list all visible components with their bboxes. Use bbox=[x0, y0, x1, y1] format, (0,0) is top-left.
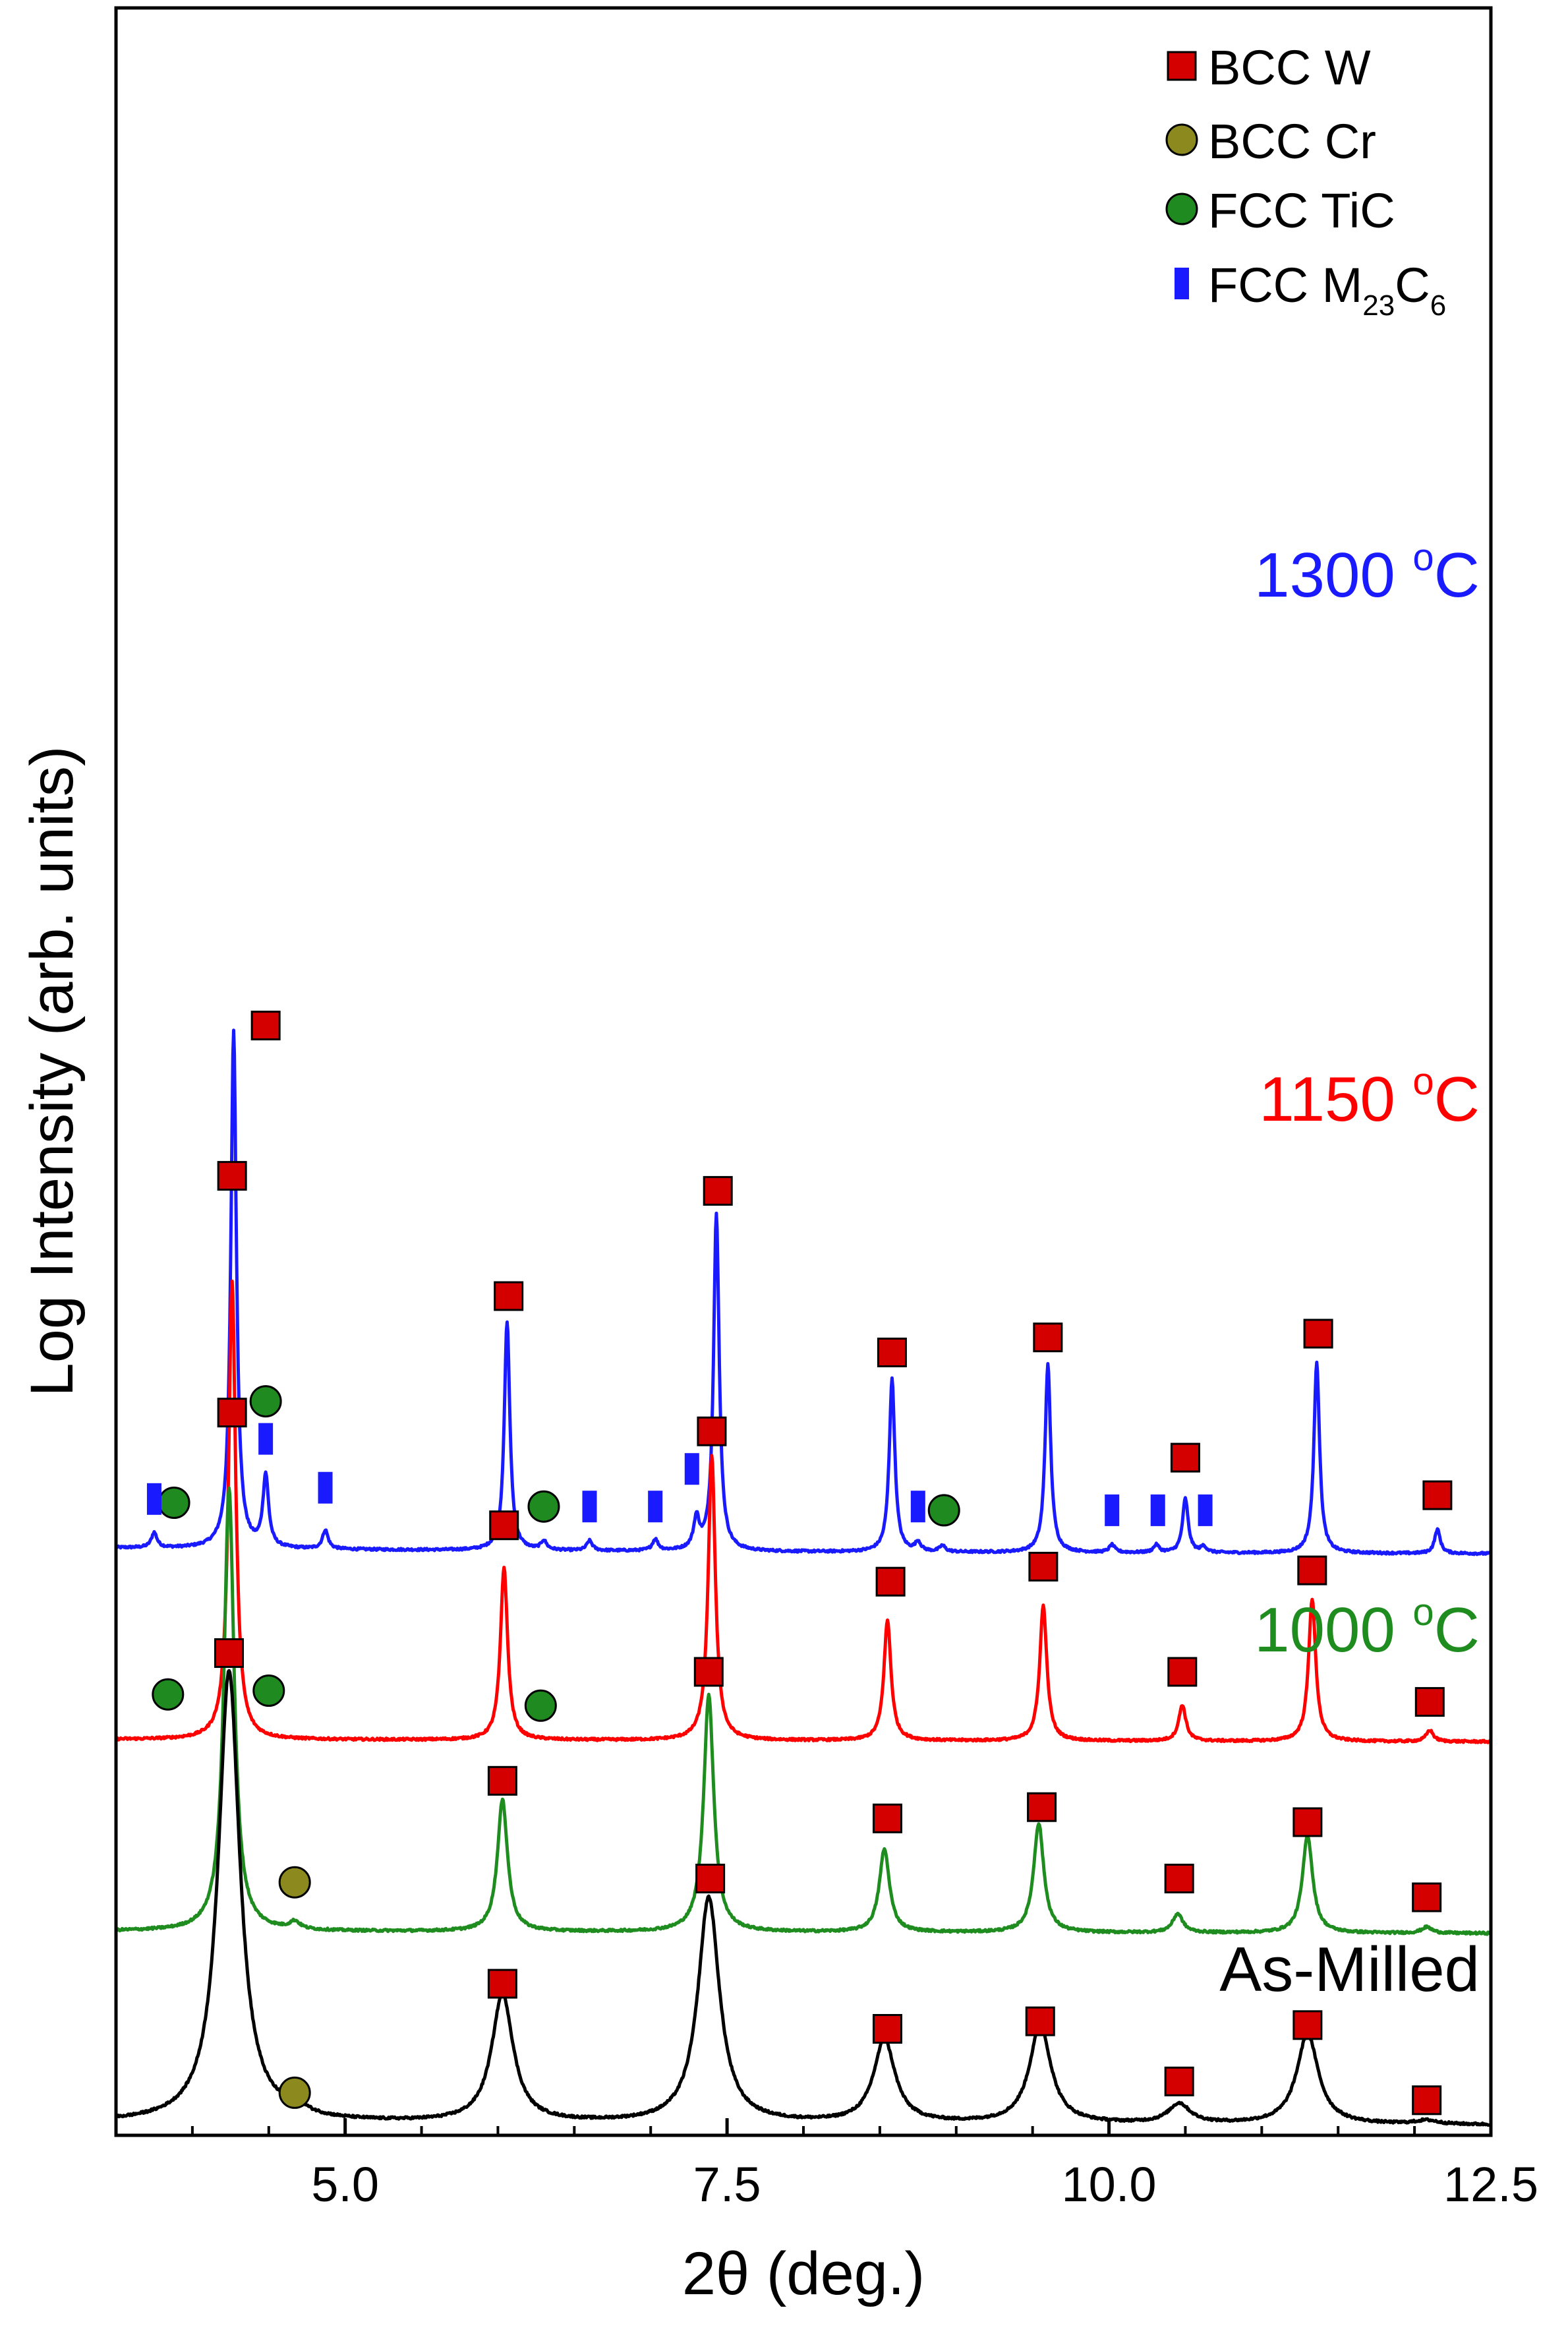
fcc-m23c6-marker bbox=[1150, 1494, 1165, 1526]
bcc-w-marker bbox=[695, 1864, 726, 1893]
bcc-w-marker bbox=[1033, 1322, 1063, 1353]
bcc-w-marker bbox=[214, 1638, 245, 1668]
legend-label: FCC M23C6 bbox=[1208, 258, 1446, 322]
series-labels: 1300 oC 1150 oC 1000 oC As-Milled bbox=[1219, 536, 1480, 2005]
bcc-w-marker bbox=[872, 1803, 902, 1833]
bcc-w-marker bbox=[494, 1281, 524, 1311]
bcc-w-marker bbox=[217, 1161, 247, 1191]
plot-area bbox=[116, 1011, 1491, 2127]
x-tick-label: 7.5 bbox=[693, 2157, 761, 2212]
fcc-tic-marker bbox=[527, 1490, 560, 1523]
fcc-m23c6-marker bbox=[258, 1423, 274, 1455]
x-axis-label: 2θ (deg.) bbox=[682, 2240, 925, 2307]
bcc-w-marker bbox=[487, 1969, 517, 1999]
bcc-w-marker bbox=[1025, 2006, 1055, 2036]
legend: BCC W BCC Cr FCC TiC FCC M23C6 bbox=[1165, 40, 1446, 322]
bcc-w-marker bbox=[1170, 1442, 1200, 1473]
bcc-w-marker bbox=[1412, 1882, 1442, 1912]
bcc-w-marker bbox=[1422, 1480, 1453, 1510]
x-tick-label: 12.5 bbox=[1443, 2157, 1538, 2212]
y-axis-label: Log Intensity (arb. units) bbox=[18, 746, 86, 1397]
fcc-tic-marker bbox=[252, 1674, 285, 1707]
series-line-0 bbox=[116, 1028, 1491, 1556]
bcc-w-marker bbox=[1297, 1555, 1327, 1585]
bcc-w-marker bbox=[1167, 1657, 1198, 1687]
fcc-m23c6-marker bbox=[910, 1491, 925, 1523]
bcc-w-marker bbox=[872, 2014, 902, 2044]
bcc-w-marker bbox=[1292, 1807, 1323, 1837]
x-axis-ticks: 5.0 7.5 10.0 12.5 bbox=[115, 2118, 1538, 2212]
fcc-m23c6-marker bbox=[1198, 1494, 1213, 1526]
bcc-w-marker bbox=[875, 1566, 906, 1597]
bcc-cr-marker bbox=[1165, 123, 1198, 156]
x-tick-label: 10.0 bbox=[1062, 2157, 1157, 2212]
x-tick-label: 5.0 bbox=[311, 2157, 379, 2212]
series-label: 1150 oC bbox=[1259, 1060, 1480, 1135]
bcc-w-marker bbox=[1412, 2085, 1442, 2116]
series-label: 1300 oC bbox=[1254, 536, 1480, 610]
fcc-tic-marker bbox=[927, 1494, 960, 1527]
legend-label: FCC TiC bbox=[1208, 183, 1395, 238]
bcc-w-marker bbox=[250, 1011, 281, 1041]
series-line-2 bbox=[116, 1486, 1491, 1936]
bcc-w-marker bbox=[217, 1398, 247, 1428]
fcc-m23c6-marker bbox=[318, 1471, 333, 1504]
bcc-w-marker bbox=[1303, 1319, 1333, 1349]
fcc-m23c6-marker bbox=[1105, 1494, 1120, 1526]
bcc-cr-marker bbox=[278, 2076, 311, 2109]
fcc-m23c6-marker bbox=[684, 1453, 699, 1485]
series-label: 1000 oC bbox=[1254, 1591, 1480, 1665]
bcc-cr-marker bbox=[278, 1866, 311, 1899]
bcc-w-marker bbox=[489, 1510, 519, 1541]
bcc-w-marker bbox=[1292, 2010, 1323, 2040]
bcc-w-marker bbox=[703, 1175, 733, 1206]
fcc-tic-marker bbox=[158, 1487, 190, 1519]
bcc-w-marker bbox=[1028, 1551, 1059, 1582]
bcc-w-marker bbox=[697, 1416, 727, 1446]
fcc-m23c6-marker bbox=[648, 1491, 663, 1523]
bcc-w-marker bbox=[1167, 51, 1197, 81]
bcc-w-marker bbox=[1164, 1864, 1194, 1893]
bcc-w-marker bbox=[877, 1338, 907, 1367]
legend-label: BCC W bbox=[1208, 40, 1371, 95]
bcc-w-marker bbox=[693, 1657, 724, 1687]
fcc-m23c6-marker bbox=[1175, 268, 1189, 299]
fcc-m23c6-marker bbox=[146, 1483, 161, 1515]
fcc-m23c6-marker bbox=[582, 1491, 597, 1523]
bcc-w-marker bbox=[1027, 1792, 1057, 1822]
bcc-w-marker bbox=[1164, 2066, 1194, 2096]
series-label: As-Milled bbox=[1219, 1934, 1480, 2005]
fcc-tic-marker bbox=[152, 1678, 185, 1711]
fcc-tic-marker bbox=[249, 1385, 282, 1418]
fcc-tic-marker bbox=[1165, 193, 1198, 225]
series-line-1 bbox=[116, 1279, 1491, 1744]
bcc-w-marker bbox=[487, 1765, 517, 1796]
bcc-w-marker bbox=[1414, 1687, 1445, 1717]
fcc-tic-marker bbox=[524, 1689, 557, 1722]
series-line-3 bbox=[116, 1669, 1491, 2127]
legend-label: BCC Cr bbox=[1208, 114, 1376, 169]
